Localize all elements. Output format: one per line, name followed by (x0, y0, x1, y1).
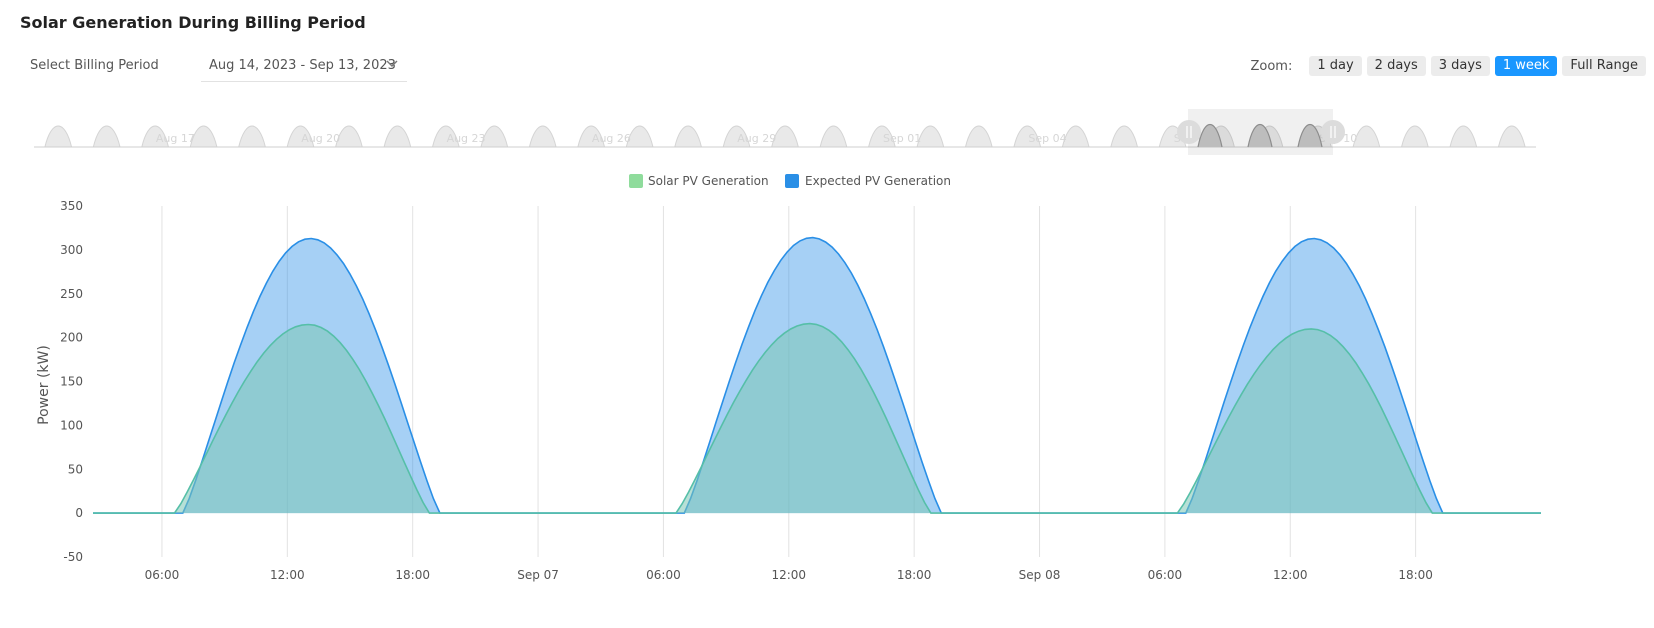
navigator-selected-series (1197, 124, 1323, 148)
expected-pv-line (93, 236, 1541, 514)
billing-period-value: Aug 14, 2023 - Sep 13, 2023 (209, 58, 396, 73)
navigator-label: Aug 29 (737, 132, 776, 145)
navigator-day (1013, 125, 1042, 148)
y-tick-label: 350 (60, 199, 83, 213)
navigator-day (1401, 125, 1429, 148)
navigator-labels: Aug 17 Aug 20 Aug 23 Aug 26 Aug 29 Sep 01 Sep … (156, 132, 1357, 145)
navigator-left-handle[interactable] (1177, 120, 1201, 144)
zoom-1-week-button[interactable]: 1 week (1494, 56, 1558, 76)
navigator-day (432, 125, 460, 148)
billing-period-label: Select Billing Period (30, 58, 159, 73)
x-tick-label: 06:00 (145, 568, 180, 582)
navigator-day (722, 125, 751, 148)
x-tick-label: 12:00 (270, 568, 305, 582)
x-tick-label: 18:00 (395, 568, 430, 582)
navigator-day (335, 125, 363, 148)
navigator-day (141, 125, 169, 148)
x-tick-label: Sep 07 (517, 568, 559, 582)
legend-item-solar[interactable]: Solar PV Generation (629, 174, 769, 188)
solar-pv-area (93, 323, 1541, 514)
zoom-3-days-button[interactable]: 3 days (1430, 56, 1490, 76)
navigator-day (383, 125, 412, 148)
navigator-day (868, 125, 896, 148)
navigator-day (577, 125, 606, 148)
navigator-day (625, 125, 654, 148)
navigator-label: Sep 04 (1028, 132, 1066, 145)
zoom-controls: Zoom: 1 day 2 days 3 days 1 week Full Ra… (1250, 56, 1646, 76)
legend-label-expected: Expected PV Generation (805, 174, 951, 188)
navigator-day (189, 125, 218, 148)
page-title: Solar Generation During Billing Period (20, 13, 366, 32)
y-axis-label: Power (kW) (36, 345, 52, 425)
navigator-selected-day (1297, 124, 1323, 148)
zoom-label: Zoom: (1250, 58, 1293, 74)
x-tick-label: 18:00 (1398, 568, 1433, 582)
navigator-selected-day (1247, 124, 1273, 148)
navigator-day (1449, 125, 1478, 148)
navigator-day (916, 125, 945, 148)
navigator-day (1061, 125, 1090, 148)
chevron-down-icon (386, 60, 398, 67)
y-tick-label: 300 (60, 243, 83, 257)
x-tick-label: 12:00 (1273, 568, 1308, 582)
navigator-day (44, 125, 73, 148)
navigator-label: Aug 26 (592, 132, 631, 145)
zoom-1-day-button[interactable]: 1 day (1309, 56, 1362, 76)
navigator-day (771, 125, 799, 148)
x-tick-label: 06:00 (646, 568, 681, 582)
navigator-right-handle[interactable] (1321, 120, 1345, 144)
navigator-label: Aug 20 (301, 132, 340, 145)
navigator-day (1110, 125, 1138, 148)
navigator-day (964, 125, 993, 148)
x-tick-label: 18:00 (897, 568, 932, 582)
x-axis-ticks: 06:00 12:00 18:00 Sep 07 06:00 12:00 18:00 Sep … (145, 568, 1433, 582)
chart-series (93, 236, 1541, 514)
y-tick-label: 250 (60, 287, 83, 301)
navigator-day (819, 125, 848, 148)
legend-swatch-expected (785, 174, 799, 188)
y-tick-label: 150 (60, 375, 83, 389)
navigator-day (92, 125, 121, 148)
y-axis-ticks: -50 0 50 100 150 200 250 300 350 (60, 199, 83, 564)
legend-swatch-solar (629, 174, 643, 188)
y-tick-label: 0 (75, 506, 83, 520)
navigator-label: Aug 23 (447, 132, 486, 145)
navigator-selected-day (1197, 124, 1223, 148)
billing-period-select[interactable]: Aug 14, 2023 - Sep 13, 2023 (201, 50, 407, 82)
legend-label-solar: Solar PV Generation (648, 174, 769, 188)
zoom-2-days-button[interactable]: 2 days (1366, 56, 1426, 76)
navigator-day (1497, 125, 1526, 148)
navigator-day (286, 125, 315, 148)
navigator-label: Sep 01 (883, 132, 921, 145)
zoom-full-range-button[interactable]: Full Range (1562, 56, 1646, 76)
y-tick-label: -50 (63, 550, 83, 564)
solar-chart: Solar PV Generation Expected PV Generati… (36, 174, 1541, 582)
legend-item-expected[interactable]: Expected PV Generation (785, 174, 951, 188)
navigator-day (1352, 125, 1381, 148)
navigator-day (528, 125, 557, 148)
range-navigator[interactable]: Aug 17 Aug 20 Aug 23 Aug 26 Aug 29 Sep 01 Sep … (0, 100, 1654, 160)
navigator-series (44, 125, 1526, 148)
y-tick-label: 100 (60, 418, 83, 432)
x-tick-label: 12:00 (771, 568, 806, 582)
navigator-day (238, 125, 266, 148)
y-tick-label: 50 (68, 462, 83, 476)
navigator-label: Aug 17 (156, 132, 195, 145)
navigator-day (480, 125, 509, 148)
x-tick-label: Sep 08 (1019, 568, 1061, 582)
navigator-day (674, 125, 702, 148)
chart-legend: Solar PV Generation Expected PV Generati… (629, 174, 951, 188)
y-tick-label: 200 (60, 331, 83, 345)
solar-pv-line (93, 322, 1541, 514)
x-tick-label: 06:00 (1148, 568, 1183, 582)
